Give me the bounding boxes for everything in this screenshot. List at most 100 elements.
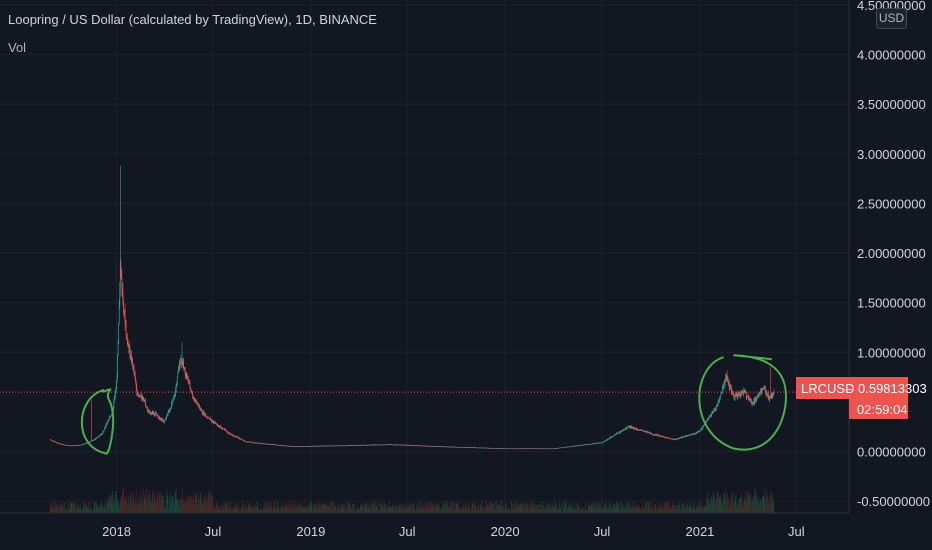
volume-bar xyxy=(749,493,751,513)
candle-body xyxy=(325,445,327,447)
candle-body xyxy=(654,435,656,436)
volume-bar xyxy=(315,505,317,513)
currency-button[interactable]: USD xyxy=(876,8,907,29)
candle-body xyxy=(98,436,100,437)
volume-bar xyxy=(759,506,760,513)
volume-bar xyxy=(137,503,139,513)
volume-bar xyxy=(125,501,126,513)
candle-body xyxy=(406,444,408,446)
volume-bar xyxy=(670,508,672,513)
candle-body xyxy=(658,434,660,436)
candle-body xyxy=(736,393,738,395)
candle-body xyxy=(235,436,237,437)
volume-bar xyxy=(733,505,735,513)
volume-bar xyxy=(496,501,497,513)
volume-bar xyxy=(99,505,101,513)
volume-bar xyxy=(315,509,316,513)
volume-bar xyxy=(54,503,56,513)
volume-bar xyxy=(587,502,589,513)
volume-bar xyxy=(165,507,167,513)
candle-body xyxy=(647,431,649,433)
volume-bar xyxy=(140,488,142,513)
candle-body xyxy=(508,448,510,450)
candle-body xyxy=(671,439,673,440)
candle-body xyxy=(200,410,202,411)
volume-bar xyxy=(447,505,449,513)
candle-body xyxy=(627,426,629,428)
candle-body xyxy=(530,448,532,450)
volume-bar xyxy=(642,506,644,513)
candle-body xyxy=(214,422,216,424)
volume-bar xyxy=(243,505,245,513)
candle-body xyxy=(144,400,146,406)
volume-bar xyxy=(520,504,522,513)
volume-bar xyxy=(508,507,510,513)
candle-body xyxy=(133,368,135,374)
volume-bar xyxy=(415,510,417,513)
volume-bar xyxy=(207,497,208,513)
volume-bar xyxy=(496,506,498,513)
volume-bar xyxy=(292,501,294,513)
candle-body xyxy=(692,434,694,435)
volume-bar xyxy=(440,510,442,513)
volume-bar xyxy=(289,508,291,513)
candle-body xyxy=(375,444,377,446)
candle-body xyxy=(478,447,480,449)
volume-bar xyxy=(642,501,643,513)
volume-bar xyxy=(506,509,508,513)
candle-body xyxy=(431,446,433,447)
volume-bar xyxy=(328,504,329,513)
volume-bar xyxy=(578,504,580,513)
volume-bar xyxy=(271,502,272,513)
volume-bar xyxy=(576,502,578,513)
candle-body xyxy=(618,433,620,434)
volume-bar xyxy=(390,506,392,513)
candle-body xyxy=(596,443,598,444)
volume-bar xyxy=(462,510,464,513)
volume-bar xyxy=(494,502,496,513)
candle-body xyxy=(149,410,150,412)
candles xyxy=(49,165,775,450)
candle-body xyxy=(53,441,55,442)
candle-body xyxy=(281,445,282,447)
candle-body xyxy=(473,447,475,449)
volume-bar xyxy=(522,506,524,513)
candle-body xyxy=(237,437,239,439)
volume-bar xyxy=(487,506,488,513)
volume-bar xyxy=(152,502,154,513)
candle-body xyxy=(694,433,696,434)
candle-body xyxy=(264,443,266,445)
volume-bar xyxy=(713,496,715,513)
candle-body xyxy=(320,445,321,447)
candle-body xyxy=(154,414,155,416)
volume-bar xyxy=(51,506,53,513)
volume-bar xyxy=(473,501,475,513)
candle-body xyxy=(83,443,84,445)
volume-bar xyxy=(71,504,73,513)
annotation-circle-2021 xyxy=(698,354,787,451)
candle-body xyxy=(84,443,85,445)
volume-bar xyxy=(84,509,86,513)
candle-body xyxy=(725,377,727,380)
candle-body xyxy=(681,436,683,438)
candle-body xyxy=(420,445,421,447)
volume-bar xyxy=(559,510,561,513)
volume-bar xyxy=(678,502,680,513)
volume-bar xyxy=(141,498,142,513)
volume-bar xyxy=(721,501,723,513)
volume-bar xyxy=(207,500,209,513)
volume-bar xyxy=(628,510,629,513)
candle-body xyxy=(261,443,262,444)
candle-body xyxy=(408,445,410,446)
time-axis[interactable]: 2018 Jul 2019 Jul 2020 Jul 2021 Jul xyxy=(102,524,805,539)
volume-bar xyxy=(141,500,143,513)
candle-body xyxy=(208,418,210,420)
candle-body xyxy=(55,442,57,443)
volume-bar xyxy=(434,503,436,513)
candle-body xyxy=(537,448,538,450)
candle-body xyxy=(209,418,211,419)
price-axis[interactable]: 4.500000004.000000003.500000003.00000000… xyxy=(857,0,930,509)
volume-bar xyxy=(334,503,336,513)
volume-bar xyxy=(712,490,714,513)
